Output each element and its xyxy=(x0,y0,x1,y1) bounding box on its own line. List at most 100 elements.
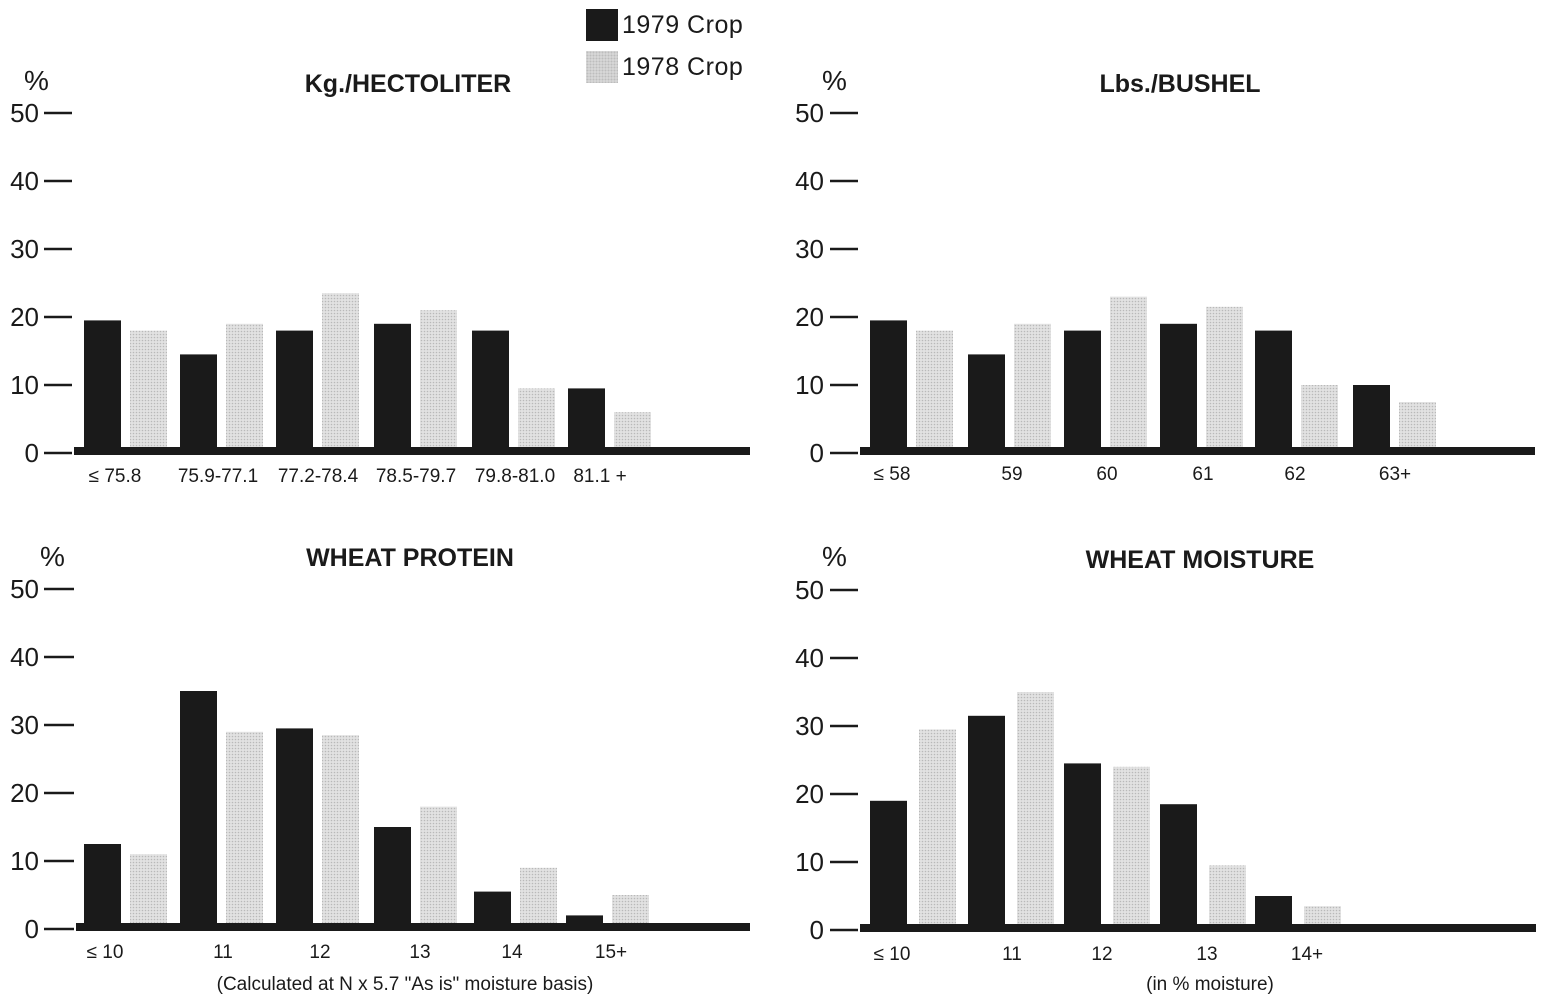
chart3-x-axis-label: (Calculated at N x 5.7 "As is" moisture … xyxy=(217,974,594,995)
chart2-x-axis-baseline xyxy=(860,447,1535,455)
chart2-y-tick-label-50: 50 xyxy=(795,98,824,128)
chart1-bar-1978-3 xyxy=(322,293,359,453)
chart1-category-label-4: 78.5-79.7 xyxy=(376,466,456,487)
chart3-y-tick-label-0: 0 xyxy=(25,914,39,944)
chart1-y-tick-label-40: 40 xyxy=(10,166,39,196)
chart2-category-label-6: 63+ xyxy=(1379,464,1411,485)
chart4-y-tick-label-10: 10 xyxy=(795,847,824,877)
chart1-category-label-5: 79.8-81.0 xyxy=(475,466,555,487)
chart4-y-tick-label-20: 20 xyxy=(795,779,824,809)
chart1-bar-1978-4 xyxy=(420,310,457,453)
chart2-bar-1979-1 xyxy=(870,320,907,453)
chart3-bar-1979-2 xyxy=(180,691,217,929)
chart4-bar-1978-3 xyxy=(1113,766,1150,930)
chart2-category-label-1: ≤ 58 xyxy=(874,464,911,485)
chart1-bar-1979-2 xyxy=(180,354,217,453)
chart3-title: WHEAT PROTEIN xyxy=(306,544,514,572)
legend-swatch-1978 xyxy=(586,51,618,83)
chart4-title: WHEAT MOISTURE xyxy=(1086,546,1315,574)
chart2-bar-1979-3 xyxy=(1064,330,1101,453)
chart1-category-label-6: 81.1 + xyxy=(573,466,626,487)
chart4-bar-1979-1 xyxy=(870,800,907,930)
chart3-y-unit-label: % xyxy=(40,541,65,572)
chart1-x-axis-baseline xyxy=(74,447,750,455)
chart3-y-tick-label-20: 20 xyxy=(10,778,39,808)
chart1-title: Kg./HECTOLITER xyxy=(305,70,511,98)
chart2-bar-1978-4 xyxy=(1206,306,1243,453)
chart4-y-tick-label-30: 30 xyxy=(795,711,824,741)
chart2-bar-1978-3 xyxy=(1110,296,1147,453)
chart4-bar-1979-3 xyxy=(1064,763,1101,930)
chart2-bar-1978-2 xyxy=(1014,323,1051,453)
chart4-y-tick-label-50: 50 xyxy=(795,575,824,605)
chart4-category-label-2: 11 xyxy=(1002,944,1022,965)
chart2-bar-1978-6 xyxy=(1399,402,1436,453)
chart3-bar-1979-5 xyxy=(474,891,511,929)
chart4-bar-1978-1 xyxy=(919,729,956,930)
chart4-y-tick-label-40: 40 xyxy=(795,643,824,673)
chart1-y-tick-label-50: 50 xyxy=(10,98,39,128)
chart3-category-label-6: 15+ xyxy=(595,942,627,963)
chart3-y-tick-label-50: 50 xyxy=(10,574,39,604)
chart3-category-label-5: 14 xyxy=(501,942,523,963)
chart1-category-label-2: 75.9-77.1 xyxy=(178,466,258,487)
chart2-bar-1979-6 xyxy=(1353,385,1390,453)
chart1-bar-1979-4 xyxy=(374,323,411,453)
chart1-bar-1978-2 xyxy=(226,323,263,453)
chart1-y-tick-label-20: 20 xyxy=(10,302,39,332)
chart2-bar-1978-1 xyxy=(916,330,953,453)
legend-item-1978: 1978 Crop xyxy=(586,50,743,84)
chart4-category-label-4: 13 xyxy=(1196,944,1217,965)
chart3-bar-1978-4 xyxy=(420,806,457,929)
chart2-y-unit-label: % xyxy=(822,65,847,96)
chart1-y-unit-label: % xyxy=(24,65,49,96)
legend-label-1979: 1979 Crop xyxy=(622,10,744,39)
chart4-bar-1979-2 xyxy=(968,715,1005,930)
chart4-bar-1978-4 xyxy=(1209,865,1246,930)
chart1-bar-1978-6 xyxy=(614,412,651,453)
chart4-x-axis-baseline xyxy=(860,924,1536,932)
chart2-bar-1979-2 xyxy=(968,354,1005,453)
chart3-bar-1978-1 xyxy=(130,854,167,929)
chart2-bar-1979-5 xyxy=(1255,330,1292,453)
chart1-y-tick-label-30: 30 xyxy=(10,234,39,264)
chart1-y-tick-label-10: 10 xyxy=(10,370,39,400)
chart3-bar-1978-3 xyxy=(322,735,359,929)
chart3-bar-1978-2 xyxy=(226,731,263,929)
chart3-y-tick-label-40: 40 xyxy=(10,642,39,672)
chart-legend: 1979 Crop 1978 Crop xyxy=(586,8,786,88)
chart1-bar-1979-3 xyxy=(276,330,313,453)
chart4-bar-1979-4 xyxy=(1160,804,1197,930)
chart4-category-label-3: 12 xyxy=(1091,944,1112,965)
chart4-category-label-5: 14+ xyxy=(1291,944,1323,965)
chart4-y-unit-label: % xyxy=(822,541,847,572)
chart2-y-tick-label-10: 10 xyxy=(795,370,824,400)
chart3-bar-1979-3 xyxy=(276,728,313,929)
chart3-category-label-1: ≤ 10 xyxy=(87,942,124,963)
chart1-y-tick-label-0: 0 xyxy=(25,438,39,468)
chart2-category-label-3: 60 xyxy=(1096,464,1117,485)
chart1-category-label-1: ≤ 75.8 xyxy=(89,466,142,487)
chart2-bar-1979-4 xyxy=(1160,323,1197,453)
chart1-bar-1979-1 xyxy=(84,320,121,453)
chart4-category-label-1: ≤ 10 xyxy=(874,944,911,965)
chart3-category-label-4: 13 xyxy=(409,942,430,963)
chart3-category-label-2: 11 xyxy=(213,942,233,963)
chart2-y-tick-label-40: 40 xyxy=(795,166,824,196)
chart2-bar-1978-5 xyxy=(1301,385,1338,453)
chart1-bar-1979-5 xyxy=(472,330,509,453)
chart4-y-tick-label-0: 0 xyxy=(810,915,824,945)
chart1-bar-1978-5 xyxy=(518,388,555,453)
chart1-category-label-3: 77.2-78.4 xyxy=(278,466,359,487)
chart2-y-tick-label-0: 0 xyxy=(810,438,824,468)
chart4-x-axis-label: (in % moisture) xyxy=(1146,974,1274,995)
chart3-x-axis-baseline xyxy=(76,923,750,931)
chart1-bar-1978-1 xyxy=(130,330,167,453)
chart2-category-label-2: 59 xyxy=(1001,464,1022,485)
chart2-y-tick-label-30: 30 xyxy=(795,234,824,264)
chart3-y-tick-label-10: 10 xyxy=(10,846,39,876)
chart3-bar-1978-5 xyxy=(520,867,557,929)
chart2-category-label-5: 62 xyxy=(1284,464,1305,485)
chart3-bar-1979-4 xyxy=(374,827,411,929)
